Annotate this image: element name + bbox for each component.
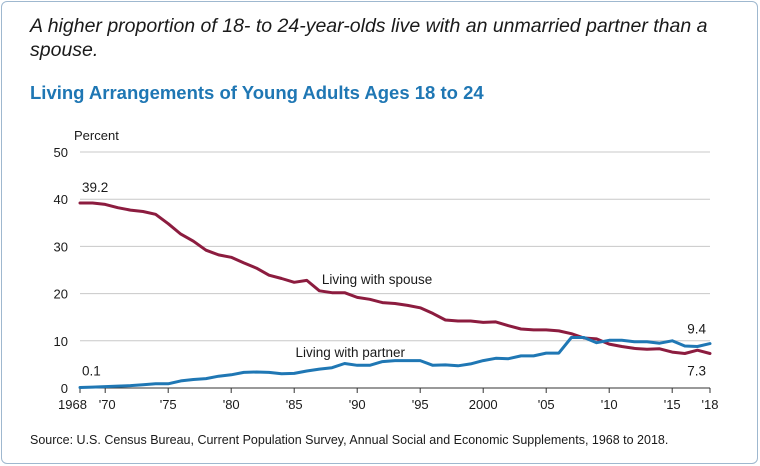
partner-end-label: 9.4 [687,322,706,337]
partner-series-label: Living with partner [295,345,405,360]
x-tick-label: 1968 [58,397,87,412]
partner-start-label: 0.1 [82,364,101,379]
series-lines [78,201,712,389]
series-line-partner [78,336,712,389]
x-tick-label: '18 [702,397,719,412]
y-tick-label: 10 [54,334,68,349]
x-tick-label: '15 [664,397,681,412]
y-tick-label: 20 [54,287,68,302]
x-tick-labels: 1968 '70 '75 '80 '85 '90 '95 2000 '05 '10 '15 '18 [58,388,718,412]
y-tick-label: 40 [54,192,68,207]
x-tick-label: '90 [349,397,366,412]
spouse-start-label: 39.2 [82,180,108,195]
annotations: 39.2 0.1 9.4 7.3 Living with spouse Living wi… [82,180,706,379]
y-tick-label: 0 [61,381,68,396]
x-tick-label: '70 [99,397,116,412]
y-tick-label: 50 [54,145,68,160]
source-note: Source: U.S. Census Bureau, Current Popu… [30,433,669,447]
y-axis-label: Percent [74,128,119,143]
x-tick-label: '10 [601,397,618,412]
spouse-end-label: 7.3 [687,364,706,379]
y-tick-labels: 0 10 20 30 40 50 [54,145,68,396]
x-tick-label: '80 [223,397,240,412]
headline: A higher proportion of 18- to 24-year-ol… [30,15,708,61]
x-tick-label: '75 [160,397,177,412]
x-tick-label: '05 [538,397,555,412]
chart-title: Living Arrangements of Young Adults Ages… [30,82,484,103]
line-chart: Percent 0 10 20 30 40 50 1968 '70 '75 '80 '85 '90 '… [54,128,719,412]
x-tick-label: '85 [286,397,303,412]
y-tick-label: 30 [54,239,68,254]
spouse-series-label: Living with spouse [322,272,432,287]
x-tick-label: '95 [412,397,429,412]
x-tick-label: 2000 [469,397,498,412]
